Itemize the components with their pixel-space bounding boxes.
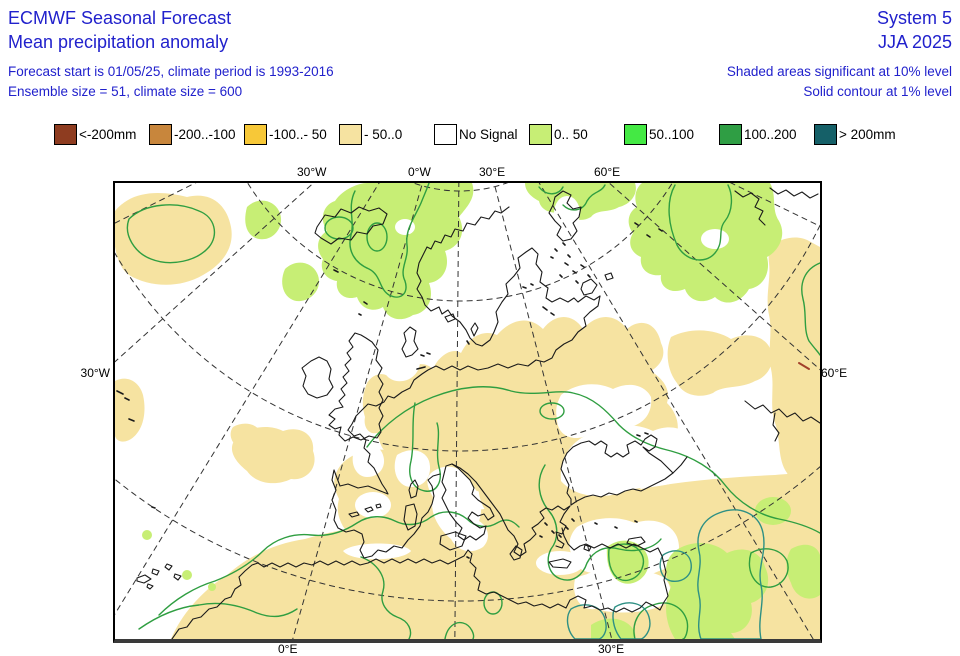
- header-left: ECMWF Seasonal Forecast Mean precipitati…: [8, 6, 334, 102]
- contours-teal: [566, 509, 765, 639]
- page-subtitle: Mean precipitation anomaly: [8, 32, 229, 52]
- legend-swatch: [434, 124, 457, 145]
- legend-swatch: [244, 124, 267, 145]
- legend-label: -100..- 50: [269, 127, 327, 142]
- grid-label-top-0w: 0°W: [408, 165, 431, 179]
- grid-label-top-30e: 30°E: [479, 165, 506, 179]
- legend-swatch: [54, 124, 77, 145]
- legend-label: No Signal: [459, 127, 518, 142]
- legend-item: <-200mm: [54, 124, 149, 145]
- forecast-map: [113, 181, 822, 643]
- shading-no-signal: [343, 344, 699, 613]
- legend-item: > 200mm: [814, 124, 896, 145]
- legend-label: 0.. 50: [554, 127, 588, 142]
- header-right: System 5 JJA 2025 Shaded areas significa…: [727, 6, 952, 102]
- forecast-start-line: Forecast start is 01/05/25, climate peri…: [8, 64, 334, 79]
- page-title: ECMWF Seasonal Forecast: [8, 8, 232, 28]
- grid-label-left-30w: 30°W: [80, 366, 110, 380]
- legend-item: 100..200: [719, 124, 814, 145]
- season-label: JJA 2025: [877, 32, 952, 52]
- ensemble-size-line: Ensemble size = 51, climate size = 600: [8, 84, 243, 99]
- coastlines: [136, 187, 820, 639]
- legend-swatch: [149, 124, 172, 145]
- graticule: [115, 183, 820, 639]
- grid-label-bottom-30e: 30°E: [598, 642, 625, 656]
- color-legend: <-200mm -200..-100 -100..- 50 - 50..0 No…: [54, 124, 896, 145]
- island-specks: [116, 222, 663, 559]
- legend-label: - 50..0: [364, 127, 403, 142]
- legend-item: -100..- 50: [244, 124, 339, 145]
- contours-green: [126, 183, 820, 639]
- system-label: System 5: [876, 8, 952, 28]
- legend-swatch: [624, 124, 647, 145]
- legend-label: 100..200: [744, 127, 797, 142]
- legend-item: - 50..0: [339, 124, 434, 145]
- shading-holes-in-positive: [395, 196, 729, 249]
- significance-line: Shaded areas significant at 10% level: [726, 64, 952, 79]
- legend-label: 50..100: [649, 127, 695, 142]
- legend-label: > 200mm: [839, 127, 896, 142]
- legend-swatch: [339, 124, 362, 145]
- legend-label: -200..-100: [174, 127, 236, 142]
- legend-item: -200..-100: [149, 124, 244, 145]
- grid-label-bottom-0e: 0°E: [278, 642, 298, 656]
- grid-label-top-30w: 30°W: [297, 165, 327, 179]
- legend-item: No Signal: [434, 124, 529, 145]
- legend-swatch: [814, 124, 837, 145]
- legend-swatch: [529, 124, 552, 145]
- legend-swatch: [719, 124, 742, 145]
- map-canvas: [115, 183, 820, 639]
- legend-item: 0.. 50: [529, 124, 624, 145]
- grid-label-top-60e: 60°E: [594, 165, 621, 179]
- legend-label: <-200mm: [79, 127, 137, 142]
- contour-line: Solid contour at 1% level: [803, 84, 952, 99]
- legend-item: 50..100: [624, 124, 719, 145]
- shading-positive-anomaly: [142, 183, 820, 639]
- grid-label-right-60e: 60°E: [821, 366, 848, 380]
